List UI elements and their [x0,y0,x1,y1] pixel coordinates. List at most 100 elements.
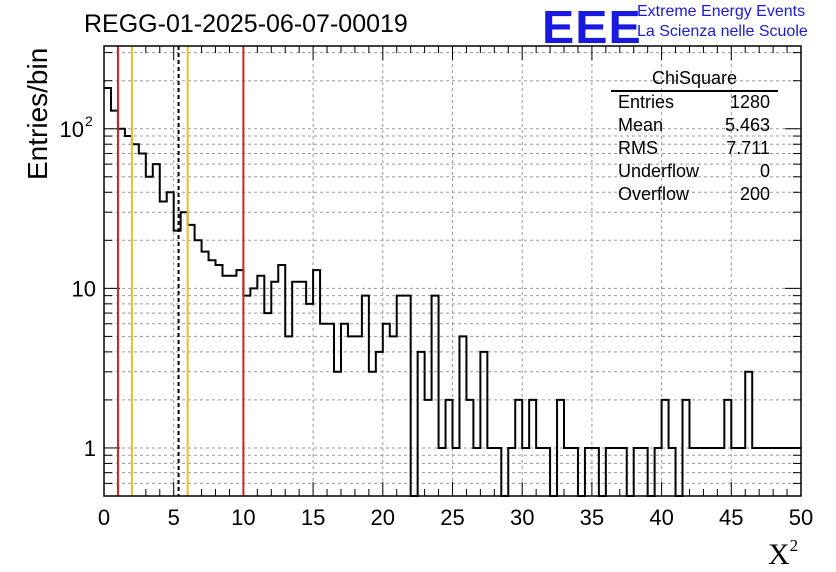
stats-value: 1280 [729,92,770,112]
histogram-bin [362,296,369,496]
histogram-bin [320,324,327,496]
histogram-bin [780,448,787,496]
chart-title: REGG-01-2025-06-07-00019 [84,10,408,38]
x-tick-label: 15 [301,505,325,530]
histogram-bin [383,324,390,496]
histogram-bin [181,212,188,496]
histogram-bin [745,372,752,496]
logo-tagline-1: Extreme Energy Events [637,3,806,20]
histogram-bin [536,448,543,496]
histogram-bin [271,282,278,496]
histogram-bin [564,448,571,496]
histogram-bin [341,324,348,496]
histogram-bin [188,225,195,496]
stats-row: Mean 5.463 [618,115,770,137]
stats-row: Overflow 200 [618,184,770,206]
histogram-bin [696,448,703,496]
stats-label: Overflow [618,184,690,204]
histogram-bin [432,296,439,496]
histogram-bin [257,276,264,496]
histogram-bin [480,352,487,496]
histogram-bin [731,448,738,496]
histogram-bin [139,153,146,496]
x-axis-label-superscript: 2 [789,536,799,555]
histogram-bin [209,260,216,496]
eee-logo: EEE [542,1,642,53]
x-tick-label: 50 [789,505,813,530]
histogram-bin [669,448,676,496]
histogram-bin [222,276,229,496]
histogram-bin [146,177,153,496]
stats-value: 0 [759,161,770,181]
histogram-bin [236,270,243,496]
histogram-bin [369,372,376,496]
histogram-bin [243,296,250,496]
histogram-bin [766,448,773,496]
histogram-bin [125,136,132,496]
histogram-bin [606,448,613,496]
stats-label: RMS [618,138,658,158]
histogram-steps [104,87,801,497]
histogram-bin [446,400,453,496]
histogram-bin [787,448,794,496]
histogram-bin [620,448,627,496]
x-tick-label: 10 [231,505,255,530]
y-tick-label: 1 [84,436,96,461]
histogram-bin [195,240,202,496]
histogram-bin [167,192,174,496]
stats-row: Underflow 0 [618,161,770,183]
y-tick-label-exponent: 2 [85,113,93,129]
histogram-bin [529,400,536,496]
histogram-bin [285,336,292,496]
histogram-bin [473,448,480,496]
histogram-bin [703,448,710,496]
stats-label: Entries [618,92,675,112]
histogram-bin [459,336,466,496]
histogram-bin [348,336,355,496]
y-tick-label: 10 [60,117,84,142]
histogram-bin [278,265,285,496]
histogram-bin [418,352,425,496]
histogram-bin [153,164,160,496]
histogram-bin [229,276,236,496]
marker-lines-layer [116,46,245,496]
histogram-bin [216,265,223,496]
histogram-bin [641,448,648,496]
histogram-bin [592,448,599,496]
histogram-bin [292,282,299,496]
stats-row: Entries 1280 [618,92,770,114]
histogram-bin [376,352,383,496]
histogram-bin [174,231,181,496]
histogram-bin [334,372,341,496]
histogram-bin [104,88,111,496]
stats-value: 5.463 [724,115,770,135]
histogram-bin [397,296,404,496]
histogram-bin [425,400,432,496]
histogram-bin [689,448,696,496]
x-tick-label: 5 [168,505,180,530]
stats-value: 7.711 [726,138,770,158]
x-tick-label: 0 [98,505,110,530]
histogram-bin [724,400,731,496]
histogram-bin [355,336,362,496]
histogram-bin [160,202,167,496]
histogram-bin [759,448,766,496]
histogram-bin [306,304,313,496]
histogram-bin [683,400,690,496]
histogram-bin [404,296,411,496]
histogram-bin [655,448,662,496]
histogram-bin [439,448,446,496]
x-tick-label: 45 [719,505,743,530]
stats-label: Mean [618,115,664,135]
plot-frame [103,45,802,497]
y-tick-label: 10 [72,276,96,301]
x-axis-label: X2 [768,536,798,572]
x-tick-label: 25 [440,505,464,530]
histogram-bin [515,400,522,496]
histogram-bin [250,288,257,496]
histogram-bin [132,144,139,496]
histogram-bin [585,448,592,496]
